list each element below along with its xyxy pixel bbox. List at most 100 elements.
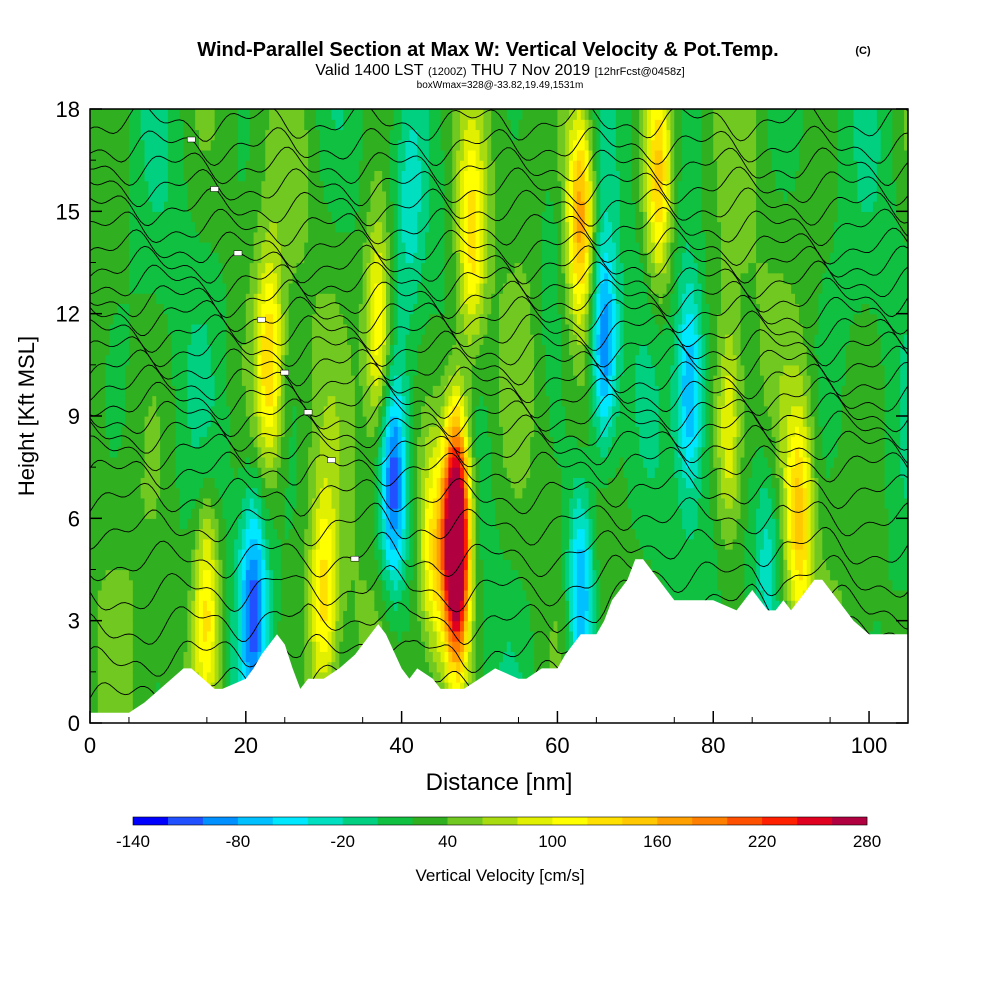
- velocity-cell: [276, 395, 282, 407]
- velocity-cell: [90, 180, 95, 192]
- velocity-cell: [323, 344, 329, 356]
- velocity-cell: [300, 170, 305, 182]
- velocity-cell: [292, 395, 298, 407]
- velocity-cell: [265, 600, 270, 612]
- velocity-cell: [101, 416, 107, 427]
- velocity-cell: [164, 139, 169, 151]
- velocity-cell: [323, 610, 329, 622]
- velocity-cell: [296, 610, 301, 622]
- velocity-cell: [354, 549, 360, 560]
- velocity-cell: [218, 354, 224, 366]
- velocity-cell: [327, 436, 333, 448]
- velocity-cell: [113, 426, 118, 438]
- velocity-cell: [148, 569, 153, 581]
- velocity-cell: [230, 630, 235, 642]
- velocity-cell: [206, 190, 212, 202]
- velocity-cell: [195, 600, 200, 612]
- velocity-cell: [171, 375, 177, 386]
- velocity-cell: [257, 620, 262, 632]
- velocity-cell: [397, 272, 403, 284]
- velocity-cell: [226, 313, 231, 325]
- velocity-cell: [167, 579, 173, 591]
- velocity-cell: [183, 508, 188, 519]
- velocity-cell: [148, 293, 153, 305]
- velocity-cell: [101, 589, 107, 601]
- velocity-cell: [160, 109, 165, 120]
- velocity-cell: [347, 364, 352, 376]
- velocity-cell: [358, 149, 364, 161]
- velocity-cell: [366, 221, 372, 233]
- velocity-cell: [125, 518, 130, 530]
- velocity-cell: [269, 416, 274, 427]
- velocity-cell: [128, 364, 134, 376]
- velocity-cell: [370, 385, 375, 397]
- velocity-cell: [241, 528, 247, 540]
- velocity-cell: [327, 589, 333, 601]
- velocity-cell: [269, 272, 274, 284]
- title-copyright: (C): [855, 45, 871, 57]
- velocity-cell: [128, 119, 134, 131]
- velocity-cell: [280, 303, 286, 315]
- velocity-cell: [331, 589, 336, 601]
- velocity-cell: [265, 119, 270, 131]
- velocity-cell: [354, 375, 360, 386]
- velocity-cell: [101, 671, 107, 683]
- velocity-cell: [253, 467, 259, 478]
- velocity-cell: [370, 323, 375, 335]
- velocity-cell: [241, 569, 247, 581]
- velocity-cell: [323, 446, 329, 458]
- velocity-cell: [109, 497, 114, 509]
- velocity-cell: [152, 671, 157, 683]
- velocity-cell: [226, 641, 231, 652]
- velocity-cell: [401, 354, 407, 366]
- velocity-cell: [144, 139, 150, 151]
- velocity-cell: [261, 446, 266, 458]
- velocity-cell: [101, 344, 107, 356]
- velocity-cell: [156, 385, 161, 397]
- velocity-cell: [191, 436, 196, 448]
- velocity-cell: [175, 242, 181, 253]
- velocity-cell: [257, 109, 262, 120]
- velocity-cell: [362, 201, 368, 212]
- velocity-cell: [397, 313, 403, 325]
- velocity-cell: [90, 569, 95, 581]
- velocity-cell: [132, 682, 138, 693]
- velocity-cell: [125, 641, 130, 652]
- velocity-cell: [160, 119, 165, 131]
- velocity-cell: [343, 272, 348, 284]
- velocity-cell: [280, 190, 286, 202]
- velocity-cell: [366, 446, 372, 458]
- velocity-cell: [160, 313, 165, 325]
- velocity-cell: [113, 589, 118, 601]
- velocity-cell: [323, 559, 329, 571]
- velocity-cell: [117, 385, 122, 397]
- velocity-cell: [343, 549, 348, 560]
- velocity-cell: [164, 109, 169, 120]
- velocity-cell: [175, 190, 181, 202]
- velocity-cell: [296, 334, 301, 345]
- velocity-cell: [393, 518, 399, 530]
- velocity-cell: [378, 190, 383, 202]
- velocity-cell: [90, 354, 95, 366]
- velocity-cell: [195, 180, 200, 192]
- velocity-cell: [241, 549, 247, 560]
- velocity-cell: [214, 129, 220, 141]
- velocity-cell: [347, 313, 352, 325]
- velocity-cell: [378, 313, 383, 325]
- velocity-cell: [202, 334, 208, 345]
- velocity-cell: [234, 651, 239, 663]
- velocity-cell: [362, 549, 368, 560]
- velocity-cell: [241, 559, 247, 571]
- velocity-cell: [218, 272, 224, 284]
- velocity-cell: [347, 293, 352, 305]
- velocity-cell: [152, 456, 157, 468]
- velocity-cell: [386, 180, 391, 192]
- velocity-cell: [389, 282, 395, 294]
- velocity-cell: [230, 559, 235, 571]
- velocity-cell: [265, 641, 270, 652]
- velocity-cell: [226, 109, 231, 120]
- velocity-cell: [230, 395, 235, 407]
- velocity-cell: [238, 180, 243, 192]
- velocity-cell: [327, 641, 333, 652]
- velocity-cell: [234, 293, 239, 305]
